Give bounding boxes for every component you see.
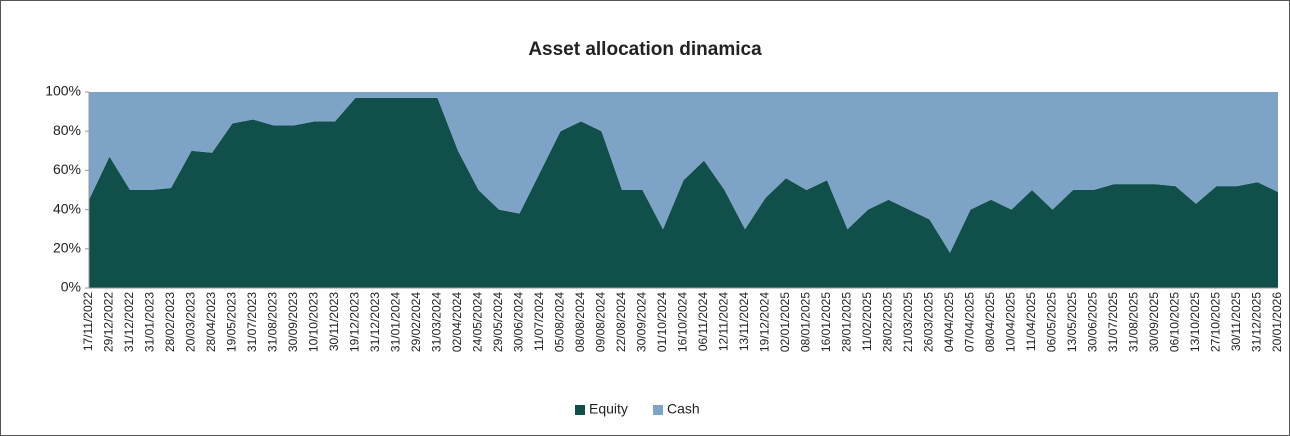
x-tick-label: 19/05/2023: [225, 292, 239, 352]
x-tick-label: 06/10/2025: [1168, 292, 1182, 352]
x-tick-label: 30/11/2025: [1229, 292, 1243, 351]
x-tick-label: 19/12/2023: [348, 292, 362, 352]
x-tick-label: 24/05/2024: [471, 292, 485, 352]
x-tick-label: 31/07/2023: [245, 292, 259, 352]
x-tick-label: 27/10/2025: [1209, 292, 1223, 352]
x-tick-label: 21/03/2025: [901, 292, 915, 352]
x-tick-label: 31/01/2023: [143, 292, 157, 352]
legend-label: Equity: [589, 401, 628, 417]
x-tick-label: 01/10/2024: [655, 292, 669, 352]
x-tick-label: 11/04/2025: [1024, 292, 1038, 351]
x-tick-label: 10/10/2023: [307, 292, 321, 352]
x-tick-label: 19/12/2024: [758, 292, 772, 352]
x-tick-label: 20/03/2023: [184, 292, 198, 352]
x-tick-label: 28/01/2025: [840, 292, 854, 352]
x-tick-label: 13/11/2024: [737, 292, 751, 351]
x-tick-label: 31/12/2022: [122, 292, 136, 352]
y-tick-label: 20%: [53, 240, 81, 256]
x-tick-label: 31/12/2025: [1250, 292, 1264, 352]
x-tick-label: 08/08/2024: [573, 292, 587, 352]
x-tick-label: 02/04/2024: [450, 292, 464, 352]
x-tick-label: 16/01/2025: [819, 292, 833, 352]
chart-title: Asset allocation dinamica: [528, 39, 762, 60]
x-tick-label: 30/11/2023: [327, 292, 341, 351]
x-tick-label: 28/04/2023: [204, 292, 218, 352]
y-tick-label: 40%: [53, 200, 81, 216]
x-tick-label: 20/01/2026: [1270, 292, 1284, 352]
y-tick-label: 100%: [45, 83, 81, 99]
x-tick-label: 29/02/2024: [409, 292, 423, 352]
y-tick-label: 0%: [61, 279, 81, 295]
x-tick-label: 10/04/2025: [1004, 292, 1018, 352]
x-tick-label: 31/01/2024: [389, 292, 403, 352]
x-tick-label: 31/12/2023: [368, 292, 382, 352]
x-tick-label: 22/08/2024: [614, 292, 628, 352]
x-tick-label: 28/02/2023: [163, 292, 177, 352]
x-tick-label: 28/02/2025: [881, 292, 895, 352]
x-tick-label: 31/08/2023: [266, 292, 280, 352]
x-tick-label: 05/08/2024: [553, 292, 567, 352]
x-tick-label: 31/07/2025: [1106, 292, 1120, 352]
x-tick-label: 02/01/2025: [778, 292, 792, 352]
x-tick-label: 04/04/2025: [942, 292, 956, 352]
x-tick-label: 31/03/2024: [430, 292, 444, 352]
x-tick-label: 16/10/2024: [676, 292, 690, 352]
x-tick-label: 13/05/2025: [1065, 292, 1079, 352]
x-tick-label: 12/11/2024: [717, 292, 731, 351]
x-tick-label: 30/06/2024: [512, 292, 526, 352]
x-tick-label: 29/12/2022: [102, 292, 116, 352]
legend-swatch: [575, 405, 585, 415]
x-tick-label: 30/06/2025: [1086, 292, 1100, 352]
x-tick-label: 06/11/2024: [696, 292, 710, 351]
x-tick-label: 26/03/2025: [922, 292, 936, 352]
x-tick-label: 30/09/2024: [635, 292, 649, 352]
y-tick-label: 80%: [53, 122, 81, 138]
x-tick-label: 06/05/2025: [1045, 292, 1059, 352]
x-tick-label: 11/02/2025: [860, 292, 874, 351]
legend-swatch: [653, 405, 663, 415]
x-tick-label: 29/05/2024: [491, 292, 505, 352]
x-tick-label: 30/09/2023: [286, 292, 300, 352]
x-tick-label: 11/07/2024: [532, 292, 546, 351]
area: [89, 92, 1278, 253]
legend-label: Cash: [667, 401, 700, 417]
x-tick-label: 09/08/2024: [594, 292, 608, 352]
x-tick-label: 30/09/2025: [1147, 292, 1161, 352]
y-tick-label: 60%: [53, 161, 81, 177]
x-tick-label: 31/08/2025: [1127, 292, 1141, 352]
x-tick-label: 08/01/2025: [799, 292, 813, 352]
x-tick-label: 13/10/2025: [1188, 292, 1202, 352]
x-tick-label: 17/11/2022: [81, 292, 95, 351]
area: [89, 97, 1278, 288]
x-tick-label: 07/04/2025: [963, 292, 977, 352]
x-tick-label: 08/04/2025: [983, 292, 997, 352]
